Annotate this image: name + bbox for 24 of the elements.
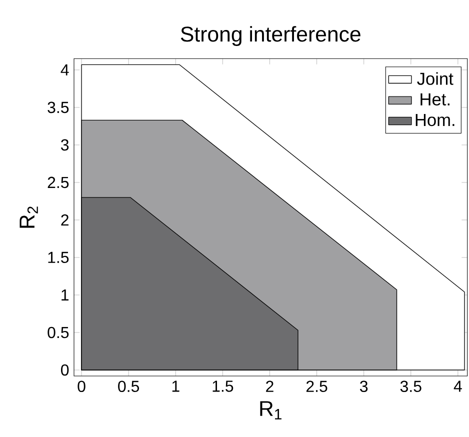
y-tick-label: 2.5 xyxy=(48,176,69,188)
legend-label: Het. xyxy=(420,93,450,106)
y-tick-label: 3 xyxy=(60,139,69,151)
y-tick-label: 3.5 xyxy=(48,102,69,114)
x-tick-label: 0 xyxy=(78,380,86,392)
x-tick-label: 2 xyxy=(266,380,274,392)
y-tick-label: 1 xyxy=(62,289,69,300)
legend-label: Joint xyxy=(417,72,454,85)
x-tick-label: 0.5 xyxy=(118,380,140,392)
x-tick-label: 1 xyxy=(172,380,180,392)
x-tick-label: 2.5 xyxy=(306,380,328,392)
y-tick-label: 0.5 xyxy=(48,326,69,338)
x-axis-title: R$_{1}$ xyxy=(260,401,282,420)
y-tick-label: 4 xyxy=(60,64,69,76)
y-tick-label: 2 xyxy=(61,214,68,226)
y-tick-label: 0 xyxy=(61,364,69,376)
x-tick-label: 3 xyxy=(360,380,368,392)
x-tick-label: 4 xyxy=(454,380,462,392)
chart-title: Strong interference xyxy=(180,26,360,46)
y-tick-label: 1.5 xyxy=(48,252,69,264)
x-tick-label: 3.5 xyxy=(400,380,422,392)
legend-label: Hom. xyxy=(416,114,454,126)
y-axis-title: R$_{2}$ xyxy=(20,206,38,228)
x-tick-label: 1.5 xyxy=(212,380,234,392)
